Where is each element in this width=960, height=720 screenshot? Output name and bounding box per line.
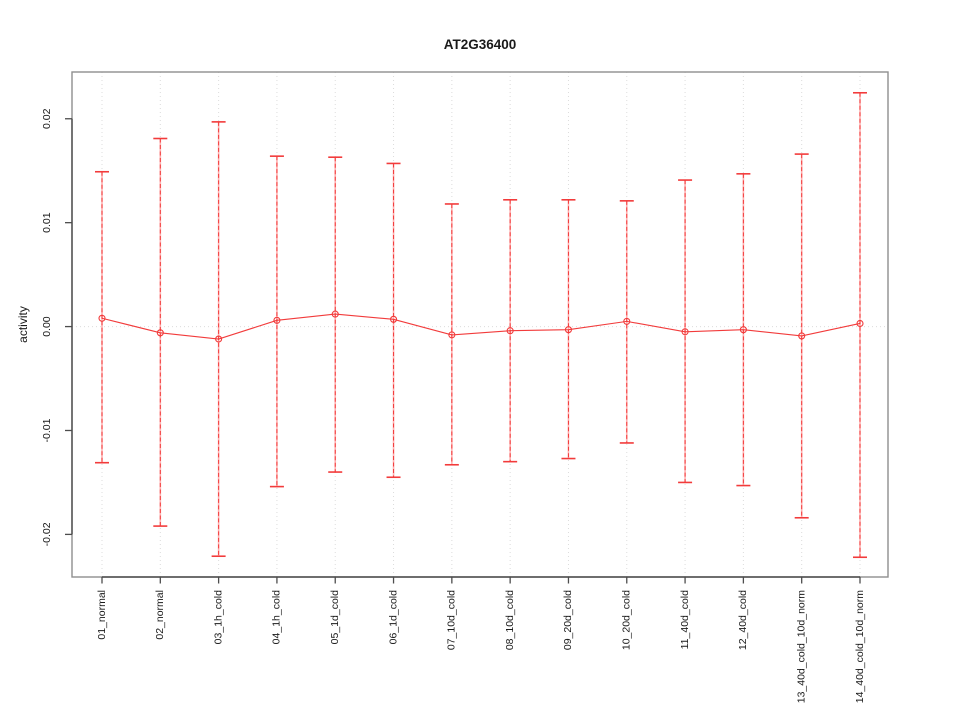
x-tick-label: 01_normal bbox=[96, 590, 108, 640]
y-tick-label: -0.01 bbox=[41, 418, 53, 442]
x-tick-label: 12_40d_cold bbox=[737, 590, 749, 650]
data-point-marker bbox=[798, 332, 806, 340]
y-tick-label: 0.02 bbox=[41, 108, 53, 129]
x-tick-label: 13_40d_cold_10d_norm bbox=[795, 590, 807, 704]
plot-title: AT2G36400 bbox=[444, 37, 517, 52]
y-tick-label: -0.02 bbox=[41, 522, 53, 546]
plot-frame bbox=[71, 71, 889, 578]
series-line bbox=[101, 313, 861, 340]
x-tick-label: 03_1h_cold bbox=[212, 590, 224, 644]
data-point-marker bbox=[681, 328, 689, 336]
x-tick-label: 07_10d_cold bbox=[446, 590, 458, 650]
data-point-marker bbox=[215, 335, 223, 343]
data-point-marker bbox=[564, 326, 573, 334]
data-point-marker bbox=[623, 317, 631, 325]
data-point-marker bbox=[506, 327, 514, 335]
x-tick-label: 06_1d_cold bbox=[387, 590, 399, 644]
y-axis-title: activity bbox=[16, 306, 30, 343]
x-tick-label: 09_20d_cold bbox=[562, 590, 574, 650]
data-point-marker bbox=[739, 326, 747, 334]
x-tick-label: 11_40d_cold bbox=[679, 590, 691, 650]
data-point-marker bbox=[389, 315, 398, 323]
data-point-marker bbox=[331, 310, 339, 318]
y-tick-label: 0.01 bbox=[41, 212, 53, 233]
x-tick-label: 10_20d_cold bbox=[621, 590, 633, 650]
x-tick-label: 05_1d_cold bbox=[329, 590, 341, 644]
x-tick-label: 04_1h_cold bbox=[271, 590, 283, 644]
data-point-marker bbox=[273, 316, 281, 324]
generated-plot-layer: 0.02 0.01 0.00 -0.01 -0.02 01_normal 02_normal… bbox=[41, 71, 889, 704]
data-point-marker bbox=[448, 331, 456, 339]
x-tick-label: 08_10d_cold bbox=[504, 590, 516, 650]
data-point-marker bbox=[98, 314, 106, 322]
data-point-marker bbox=[856, 319, 864, 328]
x-tick-label: 14_40d_cold_10d_norm bbox=[854, 590, 866, 704]
x-tick-label: 02_normal bbox=[154, 590, 166, 640]
data-point-marker bbox=[156, 329, 164, 337]
y-tick-label: 0.00 bbox=[41, 316, 53, 337]
